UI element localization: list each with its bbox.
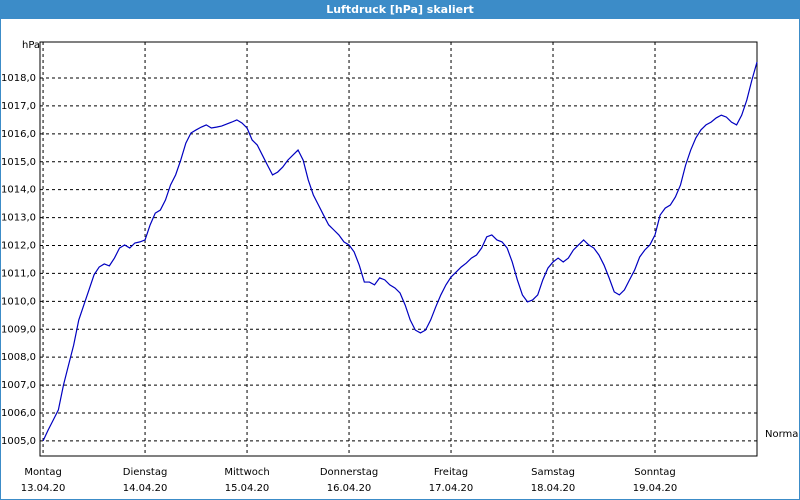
y-tick-label: 1018,0 (1, 73, 36, 84)
y-tick-label: 1007,0 (1, 380, 36, 391)
y-tick-label: 1015,0 (1, 157, 36, 168)
x-tick-label: Mittwoch (224, 467, 269, 478)
x-tick-label: Freitag (434, 467, 468, 478)
x-tick-date: 18.04.20 (531, 483, 576, 494)
y-tick-label: 1009,0 (1, 324, 36, 335)
y-tick-label: 1008,0 (1, 352, 36, 363)
y-tick-label: 1012,0 (1, 241, 36, 252)
y-tick-label: 1013,0 (1, 213, 36, 224)
chart: hPa 1005,0 1006,0 1007,0 1008,0 1009,0 1010,0… (1, 40, 798, 494)
y-tick-label: 1011,0 (1, 268, 36, 279)
x-tick-date: 13.04.20 (21, 483, 66, 494)
x-tick-label: Donnerstag (320, 467, 378, 478)
x-tick-date: 15.04.20 (225, 483, 270, 494)
title-bar: Luftdruck [hPa] skaliert (1, 1, 799, 19)
series-line (42, 61, 758, 442)
x-tick-date: 14.04.20 (123, 483, 168, 494)
x-tick-label: Dienstag (123, 467, 168, 478)
y-tick-label: 1010,0 (1, 296, 36, 307)
plot-area (39, 41, 758, 457)
y-axis-label: hPa (22, 40, 40, 51)
x-tick-label: Samstag (531, 467, 575, 478)
y-tick-label: 1017,0 (1, 101, 36, 112)
x-tick-date: 19.04.20 (633, 483, 678, 494)
x-tick-date: 17.04.20 (429, 483, 474, 494)
x-tick-label: Montag (24, 467, 61, 478)
x-tick-date: 16.04.20 (327, 483, 372, 494)
legend-label: Normal (765, 429, 798, 440)
y-tick-label: 1006,0 (1, 408, 36, 419)
y-tick-label: 1014,0 (1, 185, 36, 196)
y-tick-label: 1005,0 (1, 436, 36, 447)
x-tick-label: Sonntag (634, 467, 676, 478)
y-tick-label: 1016,0 (1, 129, 36, 140)
